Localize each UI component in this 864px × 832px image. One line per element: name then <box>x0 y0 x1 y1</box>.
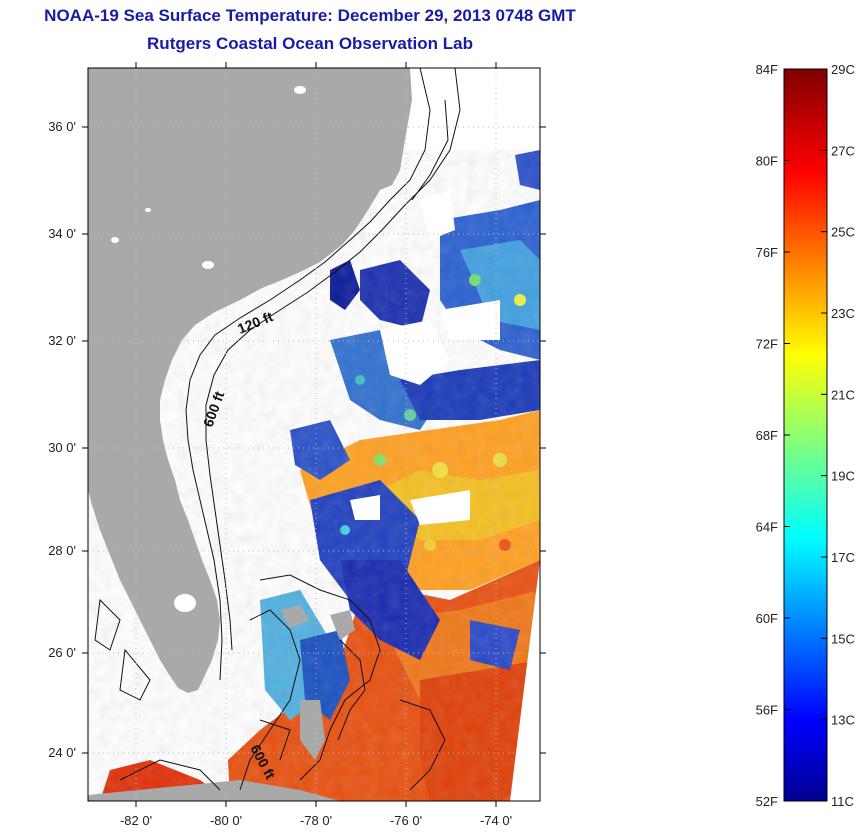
lake-okeechobee <box>174 594 196 612</box>
lon-label-82: -82 0' <box>120 813 152 828</box>
lat-label-26: 26 0' <box>48 645 76 660</box>
grid-lines <box>88 68 540 801</box>
lon-label-80: -80 0' <box>210 813 242 828</box>
lat-label-24: 24 0' <box>48 745 76 760</box>
axis-ticks <box>82 62 546 807</box>
lat-label-36: 36 0' <box>48 119 76 134</box>
lat-label-30: 30 0' <box>48 440 76 455</box>
lon-label-76: -76 0' <box>390 813 422 828</box>
bathymetry-contours <box>94 68 461 791</box>
lat-label-34: 34 0' <box>48 226 76 241</box>
map-frame <box>87 67 541 802</box>
land-mass <box>88 68 412 693</box>
lon-label-74: -74 0' <box>480 813 512 828</box>
map-subtitle: Rutgers Coastal Ocean Observation Lab <box>147 34 473 53</box>
island <box>300 700 325 760</box>
cuba <box>88 780 340 801</box>
lat-label-28: 28 0' <box>48 543 76 558</box>
lat-label-32: 32 0' <box>48 333 76 348</box>
lon-label-78: -78 0' <box>300 813 332 828</box>
map-title: NOAA-19 Sea Surface Temperature: Decembe… <box>44 6 576 25</box>
